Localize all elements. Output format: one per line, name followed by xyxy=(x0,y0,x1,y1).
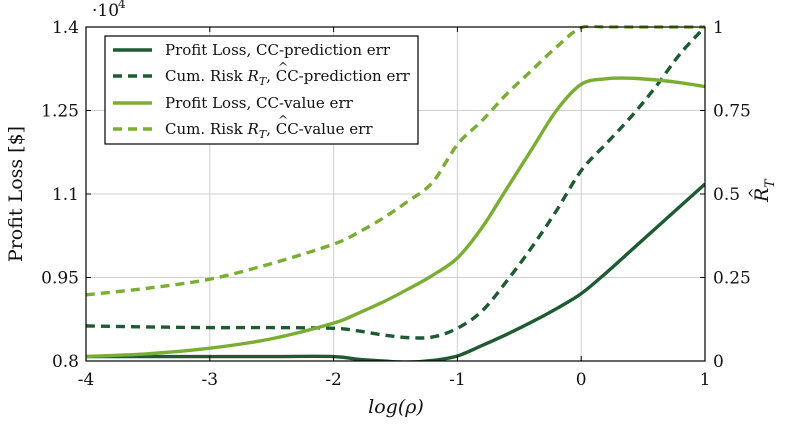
y-multiplier-exponent: 4 xyxy=(118,0,126,11)
y2-tick-label: 0.75 xyxy=(713,102,751,122)
y-tick-label: 1.1 xyxy=(52,185,79,205)
y-multiplier: ·10 4 xyxy=(92,0,126,21)
y2-tick-label: 0 xyxy=(713,352,724,372)
legend-label-4-symbol: R xyxy=(247,120,259,138)
y-axis-label: Profit Loss [$] xyxy=(5,126,27,262)
y-tick-label: 0.8 xyxy=(52,352,79,372)
legend-label-2: Cum. Risk RT, CC-prediction err xyxy=(165,67,411,88)
legend-item-2: Cum. Risk RT, CC-prediction err ^ xyxy=(113,60,411,88)
legend-label-4-part-2: , CC-value err xyxy=(266,120,373,138)
legend-label-4: Cum. Risk RT, CC-value err xyxy=(165,120,373,141)
legend-label-2-part-1: Cum. Risk xyxy=(165,67,248,85)
y2-tick-label: 0.5 xyxy=(713,185,740,205)
legend-label-1: Profit Loss, CC-prediction err xyxy=(165,41,391,59)
x-tick-label: -1 xyxy=(449,370,466,390)
legend-label-2-symbol: R xyxy=(247,67,259,85)
y-tick-label: 0.95 xyxy=(41,269,79,289)
legend-label-2-hat: ^ xyxy=(278,60,288,74)
legend-label-2-part-2: , CC-prediction err xyxy=(266,67,410,85)
x-tick-label: -4 xyxy=(78,370,95,390)
y2-axis-label-sub: T xyxy=(763,178,778,188)
x-tick-label: -3 xyxy=(202,370,219,390)
series-line-2 xyxy=(86,25,705,340)
y2-tick-label: 0.25 xyxy=(713,269,751,289)
y-tick-label: 1.4 xyxy=(52,18,79,38)
y-multiplier-base: ·10 xyxy=(92,1,119,21)
ticks: -4 -3 -2 -1 0 10.80.951.11.251.400.250.50.751 xyxy=(41,18,751,390)
legend-label-4-subscript: T xyxy=(259,128,268,141)
legend-item-3: Profit Loss, CC-value err xyxy=(113,94,354,112)
legend-label-3: Profit Loss, CC-value err xyxy=(165,94,354,112)
legend-label-2-subscript: T xyxy=(259,75,268,88)
series-line-3 xyxy=(86,76,705,359)
legend-label-4-part-1: Cum. Risk xyxy=(165,120,248,138)
y2-tick-label: 1 xyxy=(713,18,724,38)
x-tick-label: -2 xyxy=(325,370,342,390)
y2-axis-label-main: R xyxy=(751,188,773,203)
legend-item-1: Profit Loss, CC-prediction err xyxy=(113,41,391,59)
y2-axis-label-hat: ^ xyxy=(747,187,763,199)
y2-axis-label: R ^ T xyxy=(747,178,778,203)
legend-box xyxy=(104,35,419,145)
x-tick-label: 1 xyxy=(700,370,711,390)
y-tick-label: 1.25 xyxy=(41,102,79,122)
series-line-1 xyxy=(86,182,705,361)
legend-item-4: Cum. Risk RT, CC-value err ^ xyxy=(113,113,373,141)
x-axis-label: log(ρ) xyxy=(368,396,424,418)
legend-label-4-hat: ^ xyxy=(278,113,288,127)
x-tick-label: 0 xyxy=(576,370,587,390)
legend: Profit Loss, CC-prediction err Cum. Risk… xyxy=(104,35,419,145)
